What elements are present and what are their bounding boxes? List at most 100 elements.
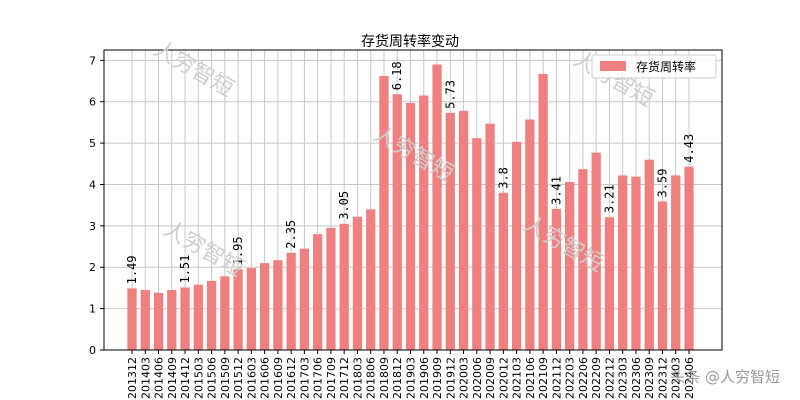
data-label: 6.18	[390, 61, 404, 90]
y-tick-label: 2	[89, 261, 96, 274]
bar	[405, 102, 416, 350]
data-label: 4.43	[682, 134, 696, 163]
x-tick-label: 202406	[683, 357, 696, 399]
bar	[259, 263, 270, 350]
x-tick-label: 202209	[590, 357, 603, 399]
bar	[313, 234, 323, 350]
x-tick-label: 201406	[153, 357, 166, 399]
bar	[525, 119, 535, 350]
bar	[366, 209, 376, 350]
x-tick-label: 201412	[179, 357, 192, 399]
data-label: 3.21	[602, 184, 616, 213]
x-tick-label: 202403	[670, 357, 683, 399]
bar	[180, 287, 190, 350]
bar	[511, 141, 522, 350]
x-tick-label: 201703	[298, 357, 311, 399]
x-tick-label: 201803	[351, 357, 364, 399]
x-tick-label: 201809	[378, 357, 391, 399]
data-label: 1.95	[231, 236, 245, 265]
bar	[273, 260, 283, 350]
y-tick-label: 1	[89, 303, 96, 316]
bar	[538, 74, 548, 350]
x-tick-label: 202206	[577, 357, 590, 399]
bar	[326, 227, 336, 350]
data-label: 5.73	[443, 80, 457, 109]
x-tick-label: 202309	[643, 357, 656, 399]
x-tick-label: 201609	[272, 357, 285, 399]
data-label: 1.51	[178, 255, 192, 284]
bar	[127, 288, 137, 350]
y-axis: 0 1 2 3 4 5 6 7	[89, 54, 104, 357]
data-label: 3.05	[337, 191, 351, 220]
bar	[286, 252, 296, 350]
bar	[631, 176, 641, 350]
x-tick-label: 202006	[471, 357, 484, 399]
y-tick-label: 0	[89, 344, 96, 357]
data-label: 3.8	[496, 167, 510, 189]
bar	[246, 268, 256, 350]
bar	[591, 152, 601, 350]
y-tick-label: 5	[89, 137, 96, 150]
bar	[220, 276, 230, 350]
x-tick-label: 201706	[312, 357, 325, 399]
x-tick-label: 201806	[365, 357, 378, 399]
x-tick-label: 201403	[139, 357, 152, 399]
bar	[604, 217, 615, 350]
bar	[339, 223, 349, 350]
bar	[671, 175, 681, 350]
x-tick-label: 201606	[259, 357, 272, 399]
x-tick-label: 201506	[206, 357, 219, 399]
data-labels: 1.49 1.51 1.95 2.35 3.05 6.18 5.73 3.8 3.41 3.21 3…	[125, 61, 696, 284]
bar	[551, 208, 562, 350]
x-tick-label: 201509	[219, 357, 232, 399]
data-label: 3.59	[655, 169, 669, 198]
x-tick-label: 201512	[232, 357, 245, 399]
bar	[445, 112, 455, 351]
bar	[565, 182, 575, 350]
bar	[657, 201, 668, 350]
bar	[392, 94, 402, 350]
bar	[167, 290, 177, 350]
y-tick-label: 6	[89, 96, 96, 109]
x-tick-label: 201312	[126, 357, 139, 399]
legend-box	[591, 54, 717, 79]
x-tick-label: 201603	[245, 357, 258, 399]
x-tick-label: 201709	[325, 357, 338, 399]
x-tick-label: 202203	[564, 357, 577, 399]
legend-label: 存货周转率	[636, 59, 696, 74]
legend: 存货周转率	[591, 54, 717, 79]
x-tick-label: 201909	[431, 357, 444, 399]
watermark-corner-text: 头条 @人穷智短	[670, 368, 780, 386]
x-tick-label: 202303	[617, 357, 630, 399]
bar	[618, 175, 628, 350]
x-tick-label: 202012	[497, 357, 510, 399]
bar	[419, 95, 429, 350]
x-tick-label: 201812	[391, 357, 404, 399]
bar	[485, 123, 495, 350]
bars	[127, 64, 694, 351]
bar	[684, 166, 694, 350]
x-tick-label: 202109	[537, 357, 550, 399]
bar	[458, 110, 469, 351]
y-tick-label: 4	[89, 178, 96, 191]
bar	[153, 292, 164, 350]
x-tick-label: 202306	[630, 357, 643, 399]
data-label: 2.35	[284, 220, 298, 249]
x-tick-label: 201712	[338, 357, 351, 399]
x-tick-label: 202103	[511, 357, 524, 399]
bar	[193, 284, 203, 350]
x-tick-label: 202106	[524, 357, 537, 399]
x-tick-label: 201612	[285, 357, 298, 399]
chart-title: 存货周转率变动	[361, 33, 459, 50]
plot-frame	[103, 49, 723, 351]
bar	[472, 138, 482, 350]
y-tick-label: 7	[89, 54, 96, 67]
x-tick-label: 201503	[192, 357, 205, 399]
legend-swatch	[600, 61, 626, 71]
x-axis: 201312 201403 201406 201409 201412 201503 2015…	[126, 350, 696, 399]
bar	[578, 169, 588, 350]
bar	[644, 159, 654, 350]
bar	[206, 280, 217, 350]
y-tick-label: 3	[89, 220, 96, 233]
